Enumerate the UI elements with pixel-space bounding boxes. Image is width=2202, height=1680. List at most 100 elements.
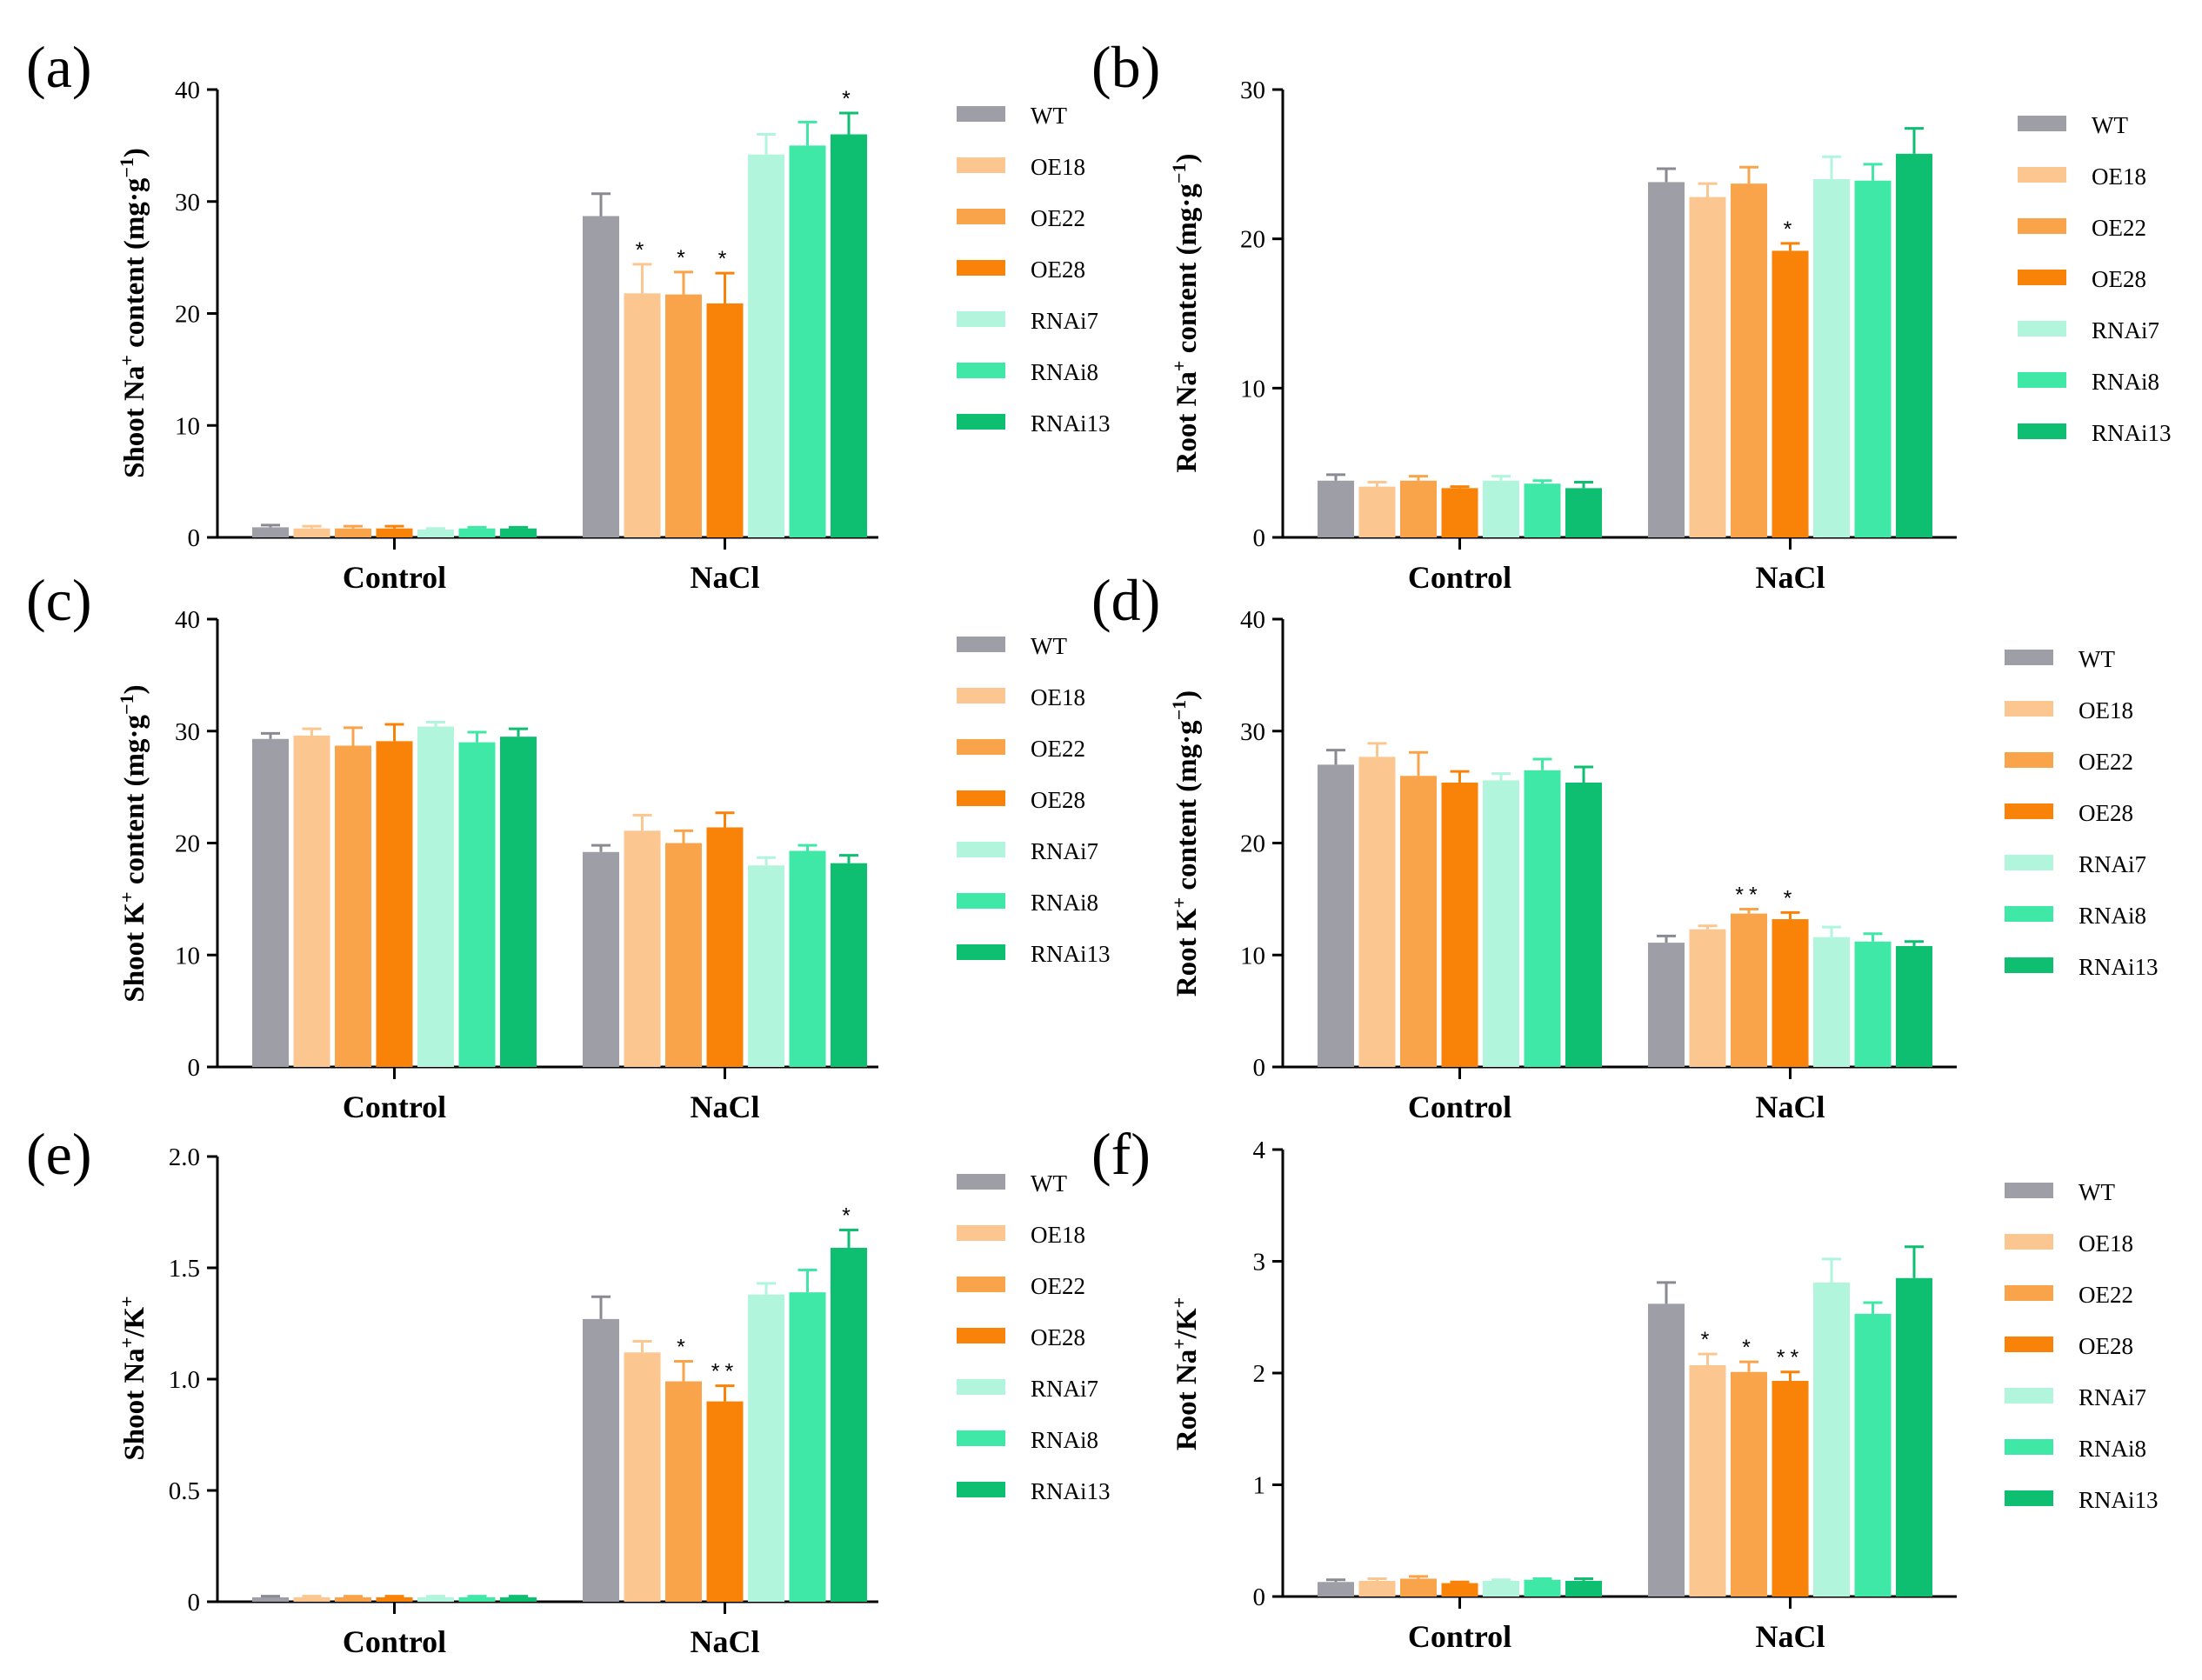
y-axis-label-part: Root Na <box>1171 371 1203 472</box>
bar-wt-control <box>252 738 289 1067</box>
bar-rnai7-control <box>417 1597 454 1602</box>
bar-wt-nacl <box>583 216 619 538</box>
legend-swatch-oe18 <box>2005 1234 2053 1250</box>
y-tick-label: 40 <box>1240 606 1265 634</box>
x-tick-label: NaCl <box>691 1624 760 1659</box>
y-axis-label-sup: + <box>116 1296 137 1307</box>
bar-rnai8-nacl <box>1854 1313 1892 1597</box>
bar-wt-control <box>252 1597 289 1602</box>
y-tick-label: 0.5 <box>169 1477 200 1505</box>
bar-rnai8-nacl <box>1854 941 1892 1067</box>
y-axis-label-part: ) <box>119 148 150 157</box>
legend-label-rnai13: RNAi13 <box>1031 1478 1111 1504</box>
y-tick-label: 20 <box>175 830 200 858</box>
y-axis-label-sup: −1 <box>116 157 137 178</box>
legend-swatch-rnai8 <box>957 893 1005 909</box>
significance-marker: ** <box>1735 883 1762 907</box>
panel-b: (b) Root Na+ content (mg·g−1) 0 10 20 30 Contr… <box>1091 34 2172 595</box>
y-axis-label-part: content (mg·g <box>119 177 150 355</box>
y-tick-label: 20 <box>175 301 200 329</box>
legend-label-rnai13: RNAi13 <box>1031 410 1111 437</box>
y-tick-label: 30 <box>1240 77 1265 104</box>
y-tick-label: 20 <box>1240 830 1265 858</box>
bar-oe22-control <box>1400 776 1437 1067</box>
significance-marker: * <box>677 246 691 270</box>
legend-swatch-oe18 <box>957 1225 1005 1241</box>
bar-rnai7-nacl <box>748 154 784 538</box>
bar-rnai8-nacl <box>1854 180 1892 537</box>
significance-marker: ** <box>1777 1346 1804 1370</box>
y-tick-label: 10 <box>175 942 200 970</box>
legend-label-oe22: OE22 <box>1031 205 1085 231</box>
legend-swatch-wt <box>2005 650 2053 665</box>
y-tick-label: 40 <box>175 77 200 104</box>
bar-oe18-control <box>293 1597 330 1602</box>
x-tick-label: NaCl <box>1756 560 1825 595</box>
y-axis-label-sup: + <box>1168 361 1190 372</box>
legend-label-oe18: OE18 <box>1031 154 1085 180</box>
bar-rnai8-control <box>1524 483 1561 537</box>
y-axis-label: Root Na+ content (mg·g−1) <box>1168 154 1203 473</box>
y-tick-label: 2.0 <box>169 1143 200 1171</box>
legend-swatch-wt <box>2018 116 2066 131</box>
legend-label-rnai13: RNAi13 <box>2092 420 2172 446</box>
legend-label-rnai7: RNAi7 <box>2079 851 2146 877</box>
bar-rnai13-nacl <box>1896 153 1932 538</box>
legend-swatch-rnai7 <box>2005 1388 2053 1403</box>
panel-label: (d) <box>1091 567 1160 633</box>
y-axis-label-part: /K <box>119 1307 150 1338</box>
legend-label-rnai8: RNAi8 <box>1031 359 1098 385</box>
bar-wt-nacl <box>1648 943 1685 1067</box>
significance-marker: ** <box>711 1360 738 1384</box>
bar-rnai13-nacl <box>1896 1277 1932 1597</box>
legend-label-rnai7: RNAi7 <box>1031 1376 1098 1402</box>
bar-rnai13-nacl <box>1896 945 1932 1067</box>
bar-oe22-nacl <box>1731 1371 1767 1597</box>
y-axis-label-sup: + <box>116 1337 137 1349</box>
y-axis-label-part: ) <box>1171 154 1203 163</box>
bar-rnai13-control <box>500 528 537 537</box>
legend-swatch-rnai13 <box>2005 1490 2053 1506</box>
legend-label-oe22: OE22 <box>2092 215 2146 241</box>
legend-swatch-oe18 <box>2005 701 2053 717</box>
y-axis-label-sup: + <box>116 355 137 366</box>
significance-marker: * <box>1742 1336 1756 1360</box>
bar-oe28-control <box>376 1597 413 1602</box>
y-tick-label: 0 <box>188 524 201 552</box>
x-tick-label: NaCl <box>691 1090 760 1124</box>
bar-wt-control <box>252 527 289 537</box>
legend-swatch-oe18 <box>957 688 1005 703</box>
legend-swatch-rnai7 <box>957 1379 1005 1395</box>
bar-oe18-control <box>1358 757 1396 1067</box>
legend-label-rnai8: RNAi8 <box>2092 369 2159 395</box>
y-tick-label: 0 <box>188 1589 201 1617</box>
legend-swatch-rnai8 <box>957 1430 1005 1446</box>
bar-rnai7-control <box>1483 780 1519 1067</box>
bar-oe22-control <box>335 1597 371 1602</box>
y-axis-label-part: content (mg·g <box>1171 183 1203 361</box>
bar-wt-control <box>1318 480 1354 537</box>
bar-rnai8-control <box>1524 1579 1561 1597</box>
y-axis-label-part: Root Na <box>1171 1350 1203 1450</box>
x-tick-label: NaCl <box>1756 1090 1825 1124</box>
bar-oe28-nacl <box>706 303 744 537</box>
legend-swatch-oe22 <box>957 209 1005 224</box>
legend-swatch-oe18 <box>957 157 1005 173</box>
legend-label-wt: WT <box>2079 646 2115 672</box>
bar-oe18-control <box>293 735 330 1067</box>
panel-label: (a) <box>26 34 91 100</box>
bar-oe18-nacl <box>624 830 661 1067</box>
y-tick-label: 30 <box>1240 718 1265 746</box>
significance-marker: * <box>1784 217 1798 242</box>
legend-swatch-wt <box>957 106 1005 122</box>
bar-oe22-control <box>335 528 371 537</box>
legend-label-oe18: OE18 <box>2092 163 2146 190</box>
bar-wt-control <box>1318 764 1354 1067</box>
bar-rnai13-nacl <box>831 1247 867 1602</box>
legend-swatch-oe28 <box>2005 1337 2053 1352</box>
bar-rnai13-control <box>500 1597 537 1602</box>
bar-oe28-nacl <box>706 1401 744 1602</box>
y-tick-label: 1 <box>1253 1472 1266 1500</box>
